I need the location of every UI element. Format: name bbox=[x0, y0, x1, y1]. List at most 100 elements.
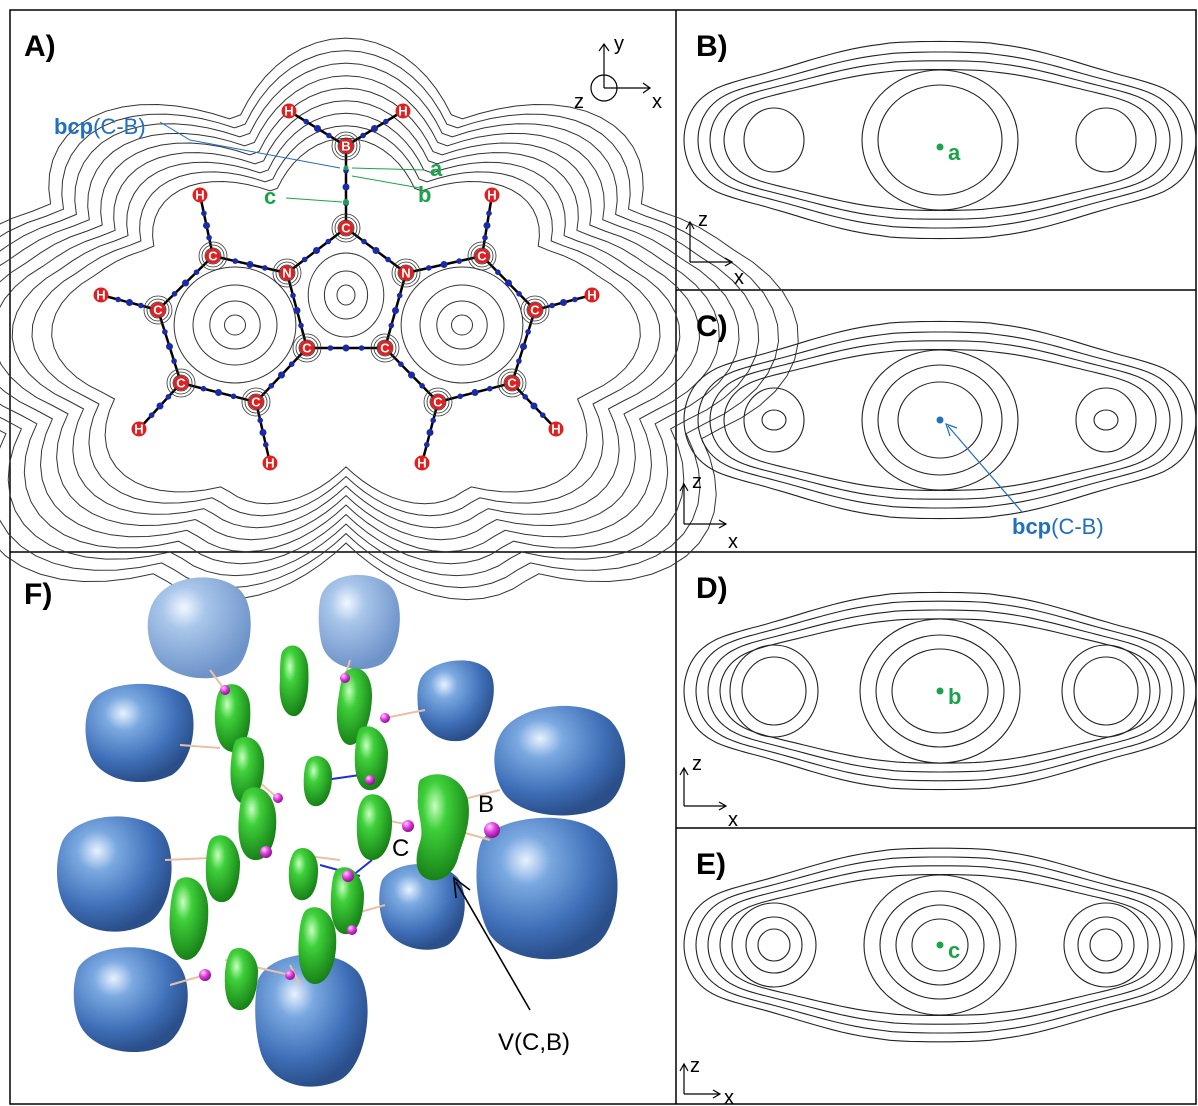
bond-critical-point bbox=[303, 118, 309, 125]
central-contour bbox=[895, 904, 985, 986]
density-contour bbox=[683, 847, 1197, 1043]
bond-critical-point bbox=[325, 238, 332, 245]
atom-circle-icon: H bbox=[548, 421, 564, 437]
hydrogen-basins bbox=[56, 574, 626, 1087]
bond-critical-point bbox=[166, 343, 173, 350]
bond-critical-point bbox=[293, 307, 301, 314]
atom-label-h: H bbox=[587, 288, 596, 303]
b-h-basin-2 bbox=[476, 817, 618, 960]
panel-d-axis-z: z bbox=[692, 753, 702, 775]
side-contour bbox=[731, 902, 817, 988]
atom-label-n: N bbox=[401, 266, 410, 281]
bond-critical-point bbox=[383, 118, 389, 125]
panel-e-label: E) bbox=[696, 848, 726, 881]
density-contour bbox=[723, 69, 1157, 211]
panel-e-point-label: c bbox=[948, 938, 960, 963]
panel-a-bonds bbox=[100, 109, 593, 464]
panel-a-axis-y: y bbox=[614, 33, 624, 55]
h-basin-3 bbox=[417, 660, 494, 742]
bond-critical-point bbox=[430, 417, 437, 424]
ring-contour bbox=[323, 270, 369, 320]
b-h-basin-1 bbox=[494, 705, 626, 816]
bond-critical-point bbox=[259, 429, 267, 436]
bond-critical-point bbox=[162, 329, 168, 335]
bond-critical-point bbox=[257, 417, 264, 424]
panel-a-atoms: H B H C N N C C C C C C C C C C H H H H H H H H bbox=[93, 103, 600, 471]
bond-critical-point bbox=[486, 210, 492, 217]
bond-critical-point bbox=[165, 394, 172, 400]
ring-contour bbox=[436, 300, 488, 350]
frame bbox=[9, 9, 1197, 1105]
bcp-rest: (C-B) bbox=[93, 114, 146, 139]
side-contour bbox=[1061, 644, 1151, 738]
atom-label-c: C bbox=[507, 376, 517, 391]
bond-critical-point bbox=[171, 291, 178, 297]
atom-circle-icon: C bbox=[198, 241, 228, 271]
density-contour bbox=[683, 591, 1197, 791]
panel-b-axis-z: z bbox=[698, 209, 708, 231]
bond-critical-point bbox=[483, 222, 491, 229]
zx-axes-icon bbox=[679, 766, 728, 811]
bond-critical-point bbox=[290, 292, 296, 299]
ring-basin-1 bbox=[303, 756, 332, 807]
ring-contour bbox=[307, 252, 385, 338]
side-contour bbox=[1075, 387, 1137, 453]
density-contour bbox=[0, 75, 740, 565]
side-contour bbox=[1089, 928, 1123, 962]
attractor bbox=[220, 685, 230, 695]
bond-critical-point bbox=[372, 247, 380, 254]
bond-critical-point bbox=[487, 385, 493, 392]
h-basin-1 bbox=[147, 577, 251, 679]
attractor bbox=[285, 970, 295, 980]
bond-critical-point bbox=[456, 258, 463, 264]
bond-critical-point bbox=[200, 385, 207, 392]
bond-critical-point bbox=[342, 183, 350, 191]
density-contour bbox=[11, 112, 681, 529]
density-contour bbox=[0, 37, 799, 601]
atom-label-c: C bbox=[302, 341, 312, 356]
bond-critical-point bbox=[522, 394, 528, 400]
atom-circle-icon: C bbox=[497, 368, 527, 398]
bond-critical-point bbox=[361, 238, 367, 245]
atom-label-c: C bbox=[433, 395, 443, 410]
bond-critical-point bbox=[232, 258, 238, 264]
bond-critical-point bbox=[530, 402, 538, 410]
atom-circle-icon: C bbox=[166, 368, 196, 398]
bcp-leader-line bbox=[947, 425, 1023, 513]
atom-label-c: C bbox=[380, 341, 390, 356]
side-contour bbox=[743, 387, 805, 453]
side-contour bbox=[743, 107, 805, 173]
atom-circle-icon: H bbox=[414, 455, 430, 471]
atom-circle-icon: N bbox=[272, 258, 302, 288]
bond-critical-point bbox=[385, 256, 391, 263]
atom-circle-icon: C bbox=[143, 295, 173, 325]
bcp-bold: bcp bbox=[54, 114, 93, 139]
atom-circle-icon: H bbox=[131, 421, 147, 437]
central-contour bbox=[891, 648, 989, 734]
atom-label-h: H bbox=[487, 188, 496, 203]
panel-c-contours bbox=[683, 320, 1197, 520]
bond-critical-point bbox=[301, 256, 308, 263]
atom-circle-icon: H bbox=[192, 187, 208, 203]
bond-critical-point bbox=[426, 265, 432, 271]
zx-axes-icon bbox=[679, 1062, 722, 1099]
panel-b-label: B) bbox=[696, 30, 728, 63]
density-contour bbox=[707, 609, 1173, 773]
density-contour bbox=[695, 600, 1185, 782]
atom-label-h: H bbox=[134, 422, 143, 437]
bond-critical-point bbox=[572, 296, 578, 303]
cn-basin-2 bbox=[238, 787, 277, 861]
central-contour bbox=[911, 918, 969, 972]
cn-basin-3 bbox=[356, 794, 392, 861]
atom-circle-icon: C bbox=[292, 333, 322, 363]
side-contour bbox=[729, 644, 819, 738]
panel-a-axis-z: z bbox=[574, 91, 584, 113]
bond-critical-point bbox=[424, 441, 430, 448]
panel-b: B) a z x bbox=[683, 30, 1197, 289]
central-contour bbox=[879, 890, 1001, 1000]
atom-circle-icon: C bbox=[241, 387, 271, 417]
bond-critical-point bbox=[495, 269, 501, 276]
xyz-axes-icon bbox=[590, 42, 652, 102]
attractor bbox=[199, 969, 211, 981]
bond-critical-point bbox=[440, 261, 448, 268]
